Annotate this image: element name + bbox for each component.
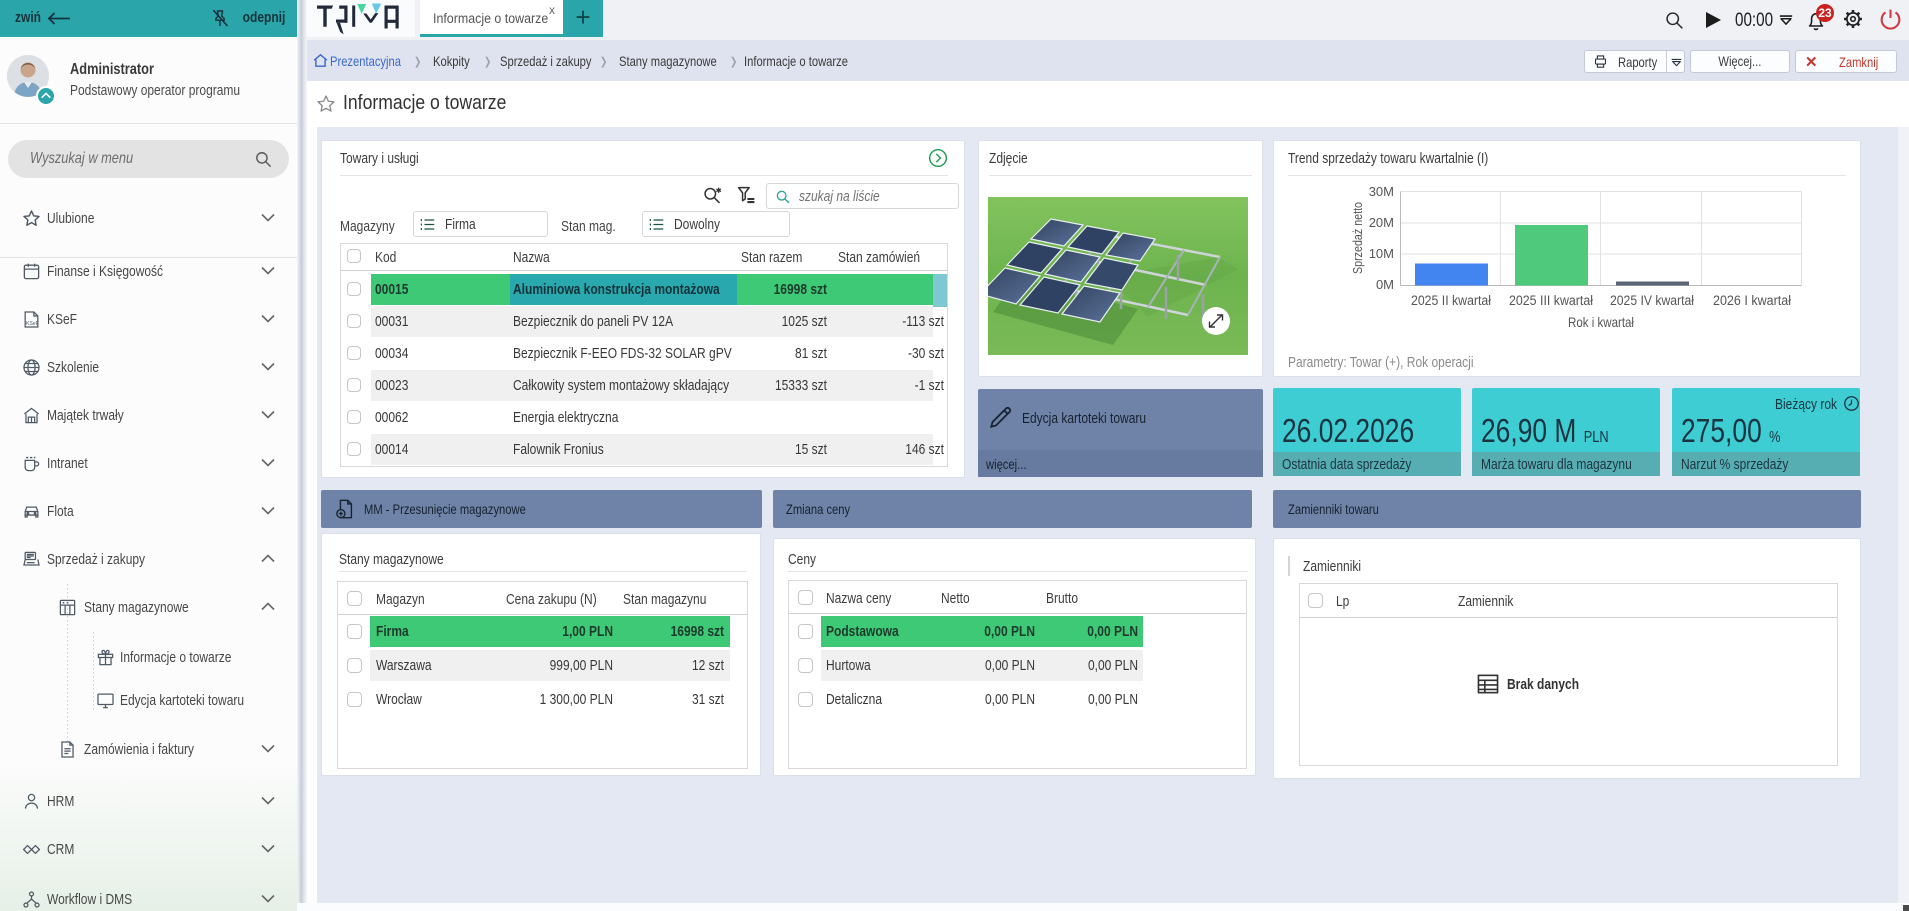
svg-text:30M: 30M (1369, 184, 1394, 199)
svg-text:0M: 0M (1376, 277, 1394, 292)
svg-text:2026 I kwartał: 2026 I kwartał (1713, 293, 1791, 308)
svg-text:2025 IV kwartał: 2025 IV kwartał (1610, 293, 1694, 308)
svg-text:10M: 10M (1369, 246, 1394, 261)
svg-text:Rok i kwartał: Rok i kwartał (1568, 314, 1635, 330)
svg-text:2025 II kwartał: 2025 II kwartał (1411, 293, 1491, 308)
svg-text:Sprzedaż netto: Sprzedaż netto (1350, 202, 1365, 274)
svg-text:2025 III kwartał: 2025 III kwartał (1509, 293, 1593, 308)
svg-text:KSeF: KSeF (26, 321, 39, 327)
svg-text:20M: 20M (1369, 215, 1394, 230)
